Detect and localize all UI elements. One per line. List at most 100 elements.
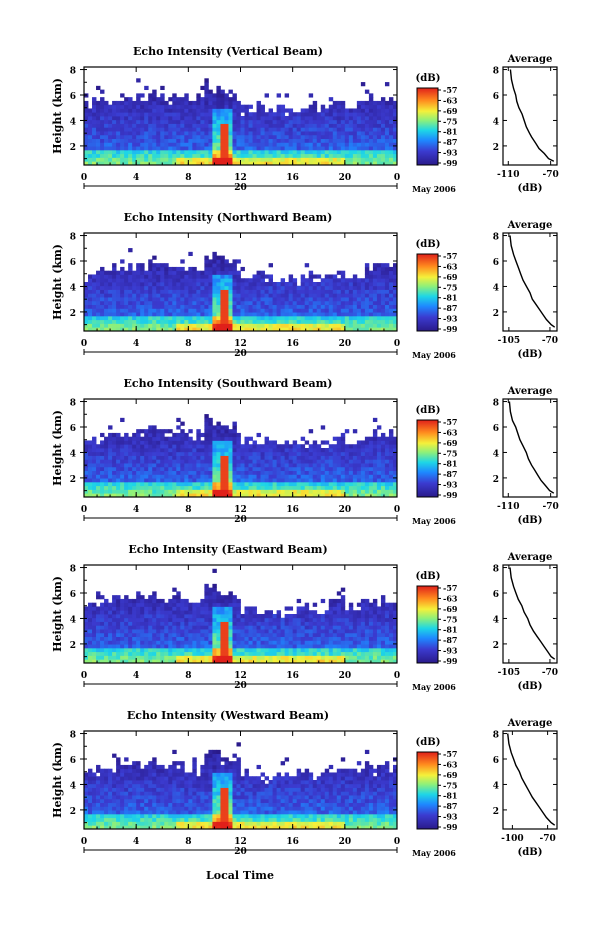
heatmap-cell [360, 127, 366, 132]
heatmap-cell [376, 285, 382, 290]
heatmap-cell [380, 312, 386, 317]
heatmap-cell [176, 297, 181, 302]
heatmap-cell [264, 312, 269, 317]
heatmap-cell [316, 153, 322, 158]
heatmap-cell [204, 153, 209, 158]
heatmap-cell [320, 282, 326, 287]
heatmap-cell [380, 466, 386, 472]
heatmap-cell [168, 282, 173, 287]
heatmap-cell [244, 651, 249, 656]
heatmap-cell [308, 474, 314, 479]
heatmap-cell [344, 282, 350, 287]
heatmap-cell [156, 266, 161, 272]
heatmap-cell [140, 149, 145, 155]
heatmap-cell [160, 606, 165, 611]
heatmap-cell [264, 481, 269, 487]
heatmap-cell [232, 481, 237, 487]
heatmap-cell [148, 323, 153, 328]
heatmap-cell [224, 293, 229, 298]
heatmap-cell [372, 308, 378, 313]
heatmap-cell [88, 444, 93, 449]
heatmap-cell [140, 304, 145, 309]
heatmap-cell [156, 470, 161, 475]
heatmap-cell [244, 647, 249, 653]
heatmap-cell [176, 651, 181, 656]
heatmap-cell [180, 440, 185, 445]
heatmap-cell [164, 655, 169, 660]
heatmap-cell [204, 451, 209, 456]
heatmap-cell [228, 632, 233, 638]
heatmap-cell [324, 289, 330, 294]
heatmap-cell [104, 659, 109, 664]
heatmap-cell [340, 312, 346, 317]
heatmap-cell [92, 315, 97, 321]
heatmap-cell [128, 448, 133, 453]
heatmap-cell [368, 478, 374, 483]
heatmap-cell [388, 274, 394, 279]
heatmap-cell [208, 327, 213, 332]
heatmap-cell [268, 297, 273, 302]
heatmap-cell [372, 466, 378, 472]
heatmap-cell [392, 142, 398, 147]
heatmap-cell [384, 100, 390, 106]
heatmap-cell [372, 282, 378, 287]
heatmap-cell [300, 436, 306, 441]
heatmap-cell [336, 323, 342, 328]
heatmap-cell [148, 259, 153, 264]
heatmap-cell [236, 481, 241, 487]
heatmap-cell [388, 127, 394, 132]
heatmap-cell [100, 621, 105, 626]
heatmap-cell [316, 319, 322, 324]
heatmap-cell [380, 123, 386, 128]
heatmap-cell [240, 463, 245, 468]
heatmap-cell [136, 123, 141, 128]
heatmap-cell [152, 149, 157, 155]
heatmap-cell [232, 100, 237, 106]
heatmap-cell [196, 651, 201, 656]
y-tick-label: 6 [70, 92, 76, 102]
heatmap-cell [140, 119, 145, 124]
heatmap-cell [240, 640, 245, 645]
heatmap-cell [280, 312, 286, 317]
heatmap-cell [244, 448, 249, 453]
heatmap-cell [92, 153, 97, 158]
heatmap-cell [132, 282, 137, 287]
heatmap-cell [208, 636, 213, 641]
heatmap-cell [116, 481, 121, 487]
heatmap-cell [328, 463, 334, 468]
heatmap-cell [360, 327, 366, 332]
heatmap-cell [360, 444, 366, 449]
heatmap-cell [100, 327, 105, 332]
heatmap-cell [236, 470, 241, 475]
colorbar-gradient [416, 253, 439, 332]
heatmap-cell [292, 466, 298, 472]
heatmap-cell [152, 470, 157, 475]
heatmap-cell [140, 617, 145, 622]
heatmap-cell [372, 440, 378, 445]
heatmap-cell [128, 138, 133, 143]
heatmap-cell [216, 485, 221, 490]
heatmap-cell [200, 444, 205, 449]
heatmap-cell [108, 625, 113, 630]
heatmap-cell [332, 123, 338, 128]
heatmap-cell [200, 323, 205, 328]
heatmap-cell [336, 293, 342, 298]
heatmap-cell [376, 274, 382, 279]
heatmap-cell [180, 466, 185, 472]
heatmap-cell [368, 289, 374, 294]
heatmap-cell [140, 323, 145, 328]
heatmap-cell [116, 315, 121, 321]
heatmap-cell [164, 478, 169, 483]
heatmap-cell [376, 134, 382, 140]
heatmap-cell [284, 285, 290, 290]
heatmap-cell [356, 108, 362, 113]
heatmap-cell [372, 327, 378, 332]
heatmap-cell [208, 417, 213, 423]
heatmap-cell [320, 440, 326, 445]
heatmap-cell [244, 489, 249, 494]
heatmap-cell [288, 297, 294, 302]
heatmap-cell [312, 323, 318, 328]
heatmap-cell [128, 470, 133, 475]
heatmap-cell [384, 312, 390, 317]
heatmap-cell [104, 278, 109, 283]
